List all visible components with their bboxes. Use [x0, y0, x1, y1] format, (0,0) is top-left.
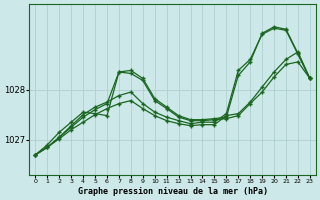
- X-axis label: Graphe pression niveau de la mer (hPa): Graphe pression niveau de la mer (hPa): [78, 187, 268, 196]
